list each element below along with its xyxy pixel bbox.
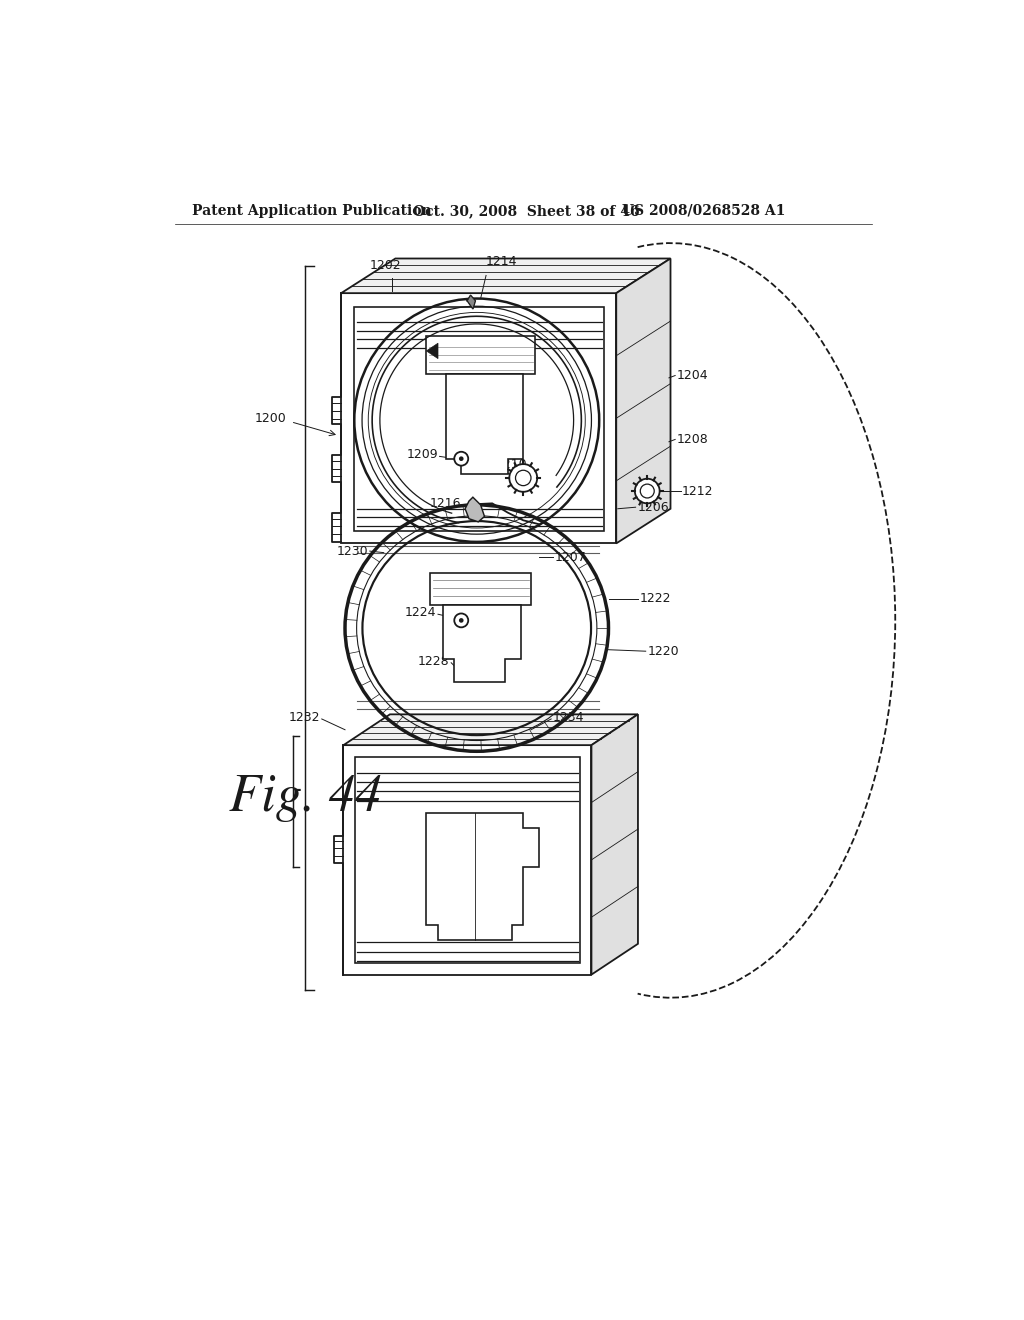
Polygon shape bbox=[592, 714, 638, 974]
Polygon shape bbox=[426, 813, 539, 940]
Circle shape bbox=[459, 457, 464, 461]
Text: Oct. 30, 2008  Sheet 38 of 46: Oct. 30, 2008 Sheet 38 of 46 bbox=[414, 203, 640, 218]
Polygon shape bbox=[430, 573, 531, 605]
Text: Fig. 44: Fig. 44 bbox=[228, 774, 381, 821]
Text: 1200: 1200 bbox=[255, 412, 287, 425]
Polygon shape bbox=[343, 744, 592, 974]
Text: 1214: 1214 bbox=[486, 255, 517, 268]
Circle shape bbox=[509, 465, 538, 492]
Text: 1216: 1216 bbox=[430, 496, 461, 510]
Text: 1234: 1234 bbox=[553, 711, 585, 723]
Text: 1232: 1232 bbox=[289, 711, 321, 723]
Text: 1212: 1212 bbox=[682, 484, 714, 498]
Text: 1230: 1230 bbox=[337, 545, 369, 557]
Polygon shape bbox=[443, 605, 521, 682]
Polygon shape bbox=[341, 259, 671, 293]
Text: 1220: 1220 bbox=[647, 644, 679, 657]
Polygon shape bbox=[426, 335, 535, 374]
Text: 1206: 1206 bbox=[637, 500, 669, 513]
Text: 1222: 1222 bbox=[640, 593, 671, 606]
Text: 1228: 1228 bbox=[418, 655, 450, 668]
Polygon shape bbox=[341, 293, 616, 544]
Text: 1236: 1236 bbox=[473, 853, 505, 866]
Text: US 2008/0268528 A1: US 2008/0268528 A1 bbox=[623, 203, 785, 218]
Circle shape bbox=[455, 451, 468, 466]
Text: 1209: 1209 bbox=[407, 449, 438, 462]
Polygon shape bbox=[343, 714, 638, 744]
Text: 1204: 1204 bbox=[677, 370, 709, 381]
Polygon shape bbox=[465, 498, 484, 521]
Text: 1207: 1207 bbox=[554, 550, 586, 564]
Circle shape bbox=[635, 479, 659, 503]
Circle shape bbox=[459, 618, 464, 623]
Polygon shape bbox=[616, 259, 671, 544]
Text: 1226: 1226 bbox=[490, 591, 522, 603]
Text: 1224: 1224 bbox=[404, 606, 436, 619]
Polygon shape bbox=[426, 343, 438, 359]
Text: 1202: 1202 bbox=[370, 259, 401, 272]
Text: 1210: 1210 bbox=[496, 458, 527, 471]
Circle shape bbox=[455, 614, 468, 627]
Polygon shape bbox=[467, 296, 475, 309]
Text: Patent Application Publication: Patent Application Publication bbox=[191, 203, 431, 218]
Polygon shape bbox=[445, 374, 523, 474]
Text: 1208: 1208 bbox=[677, 433, 709, 446]
